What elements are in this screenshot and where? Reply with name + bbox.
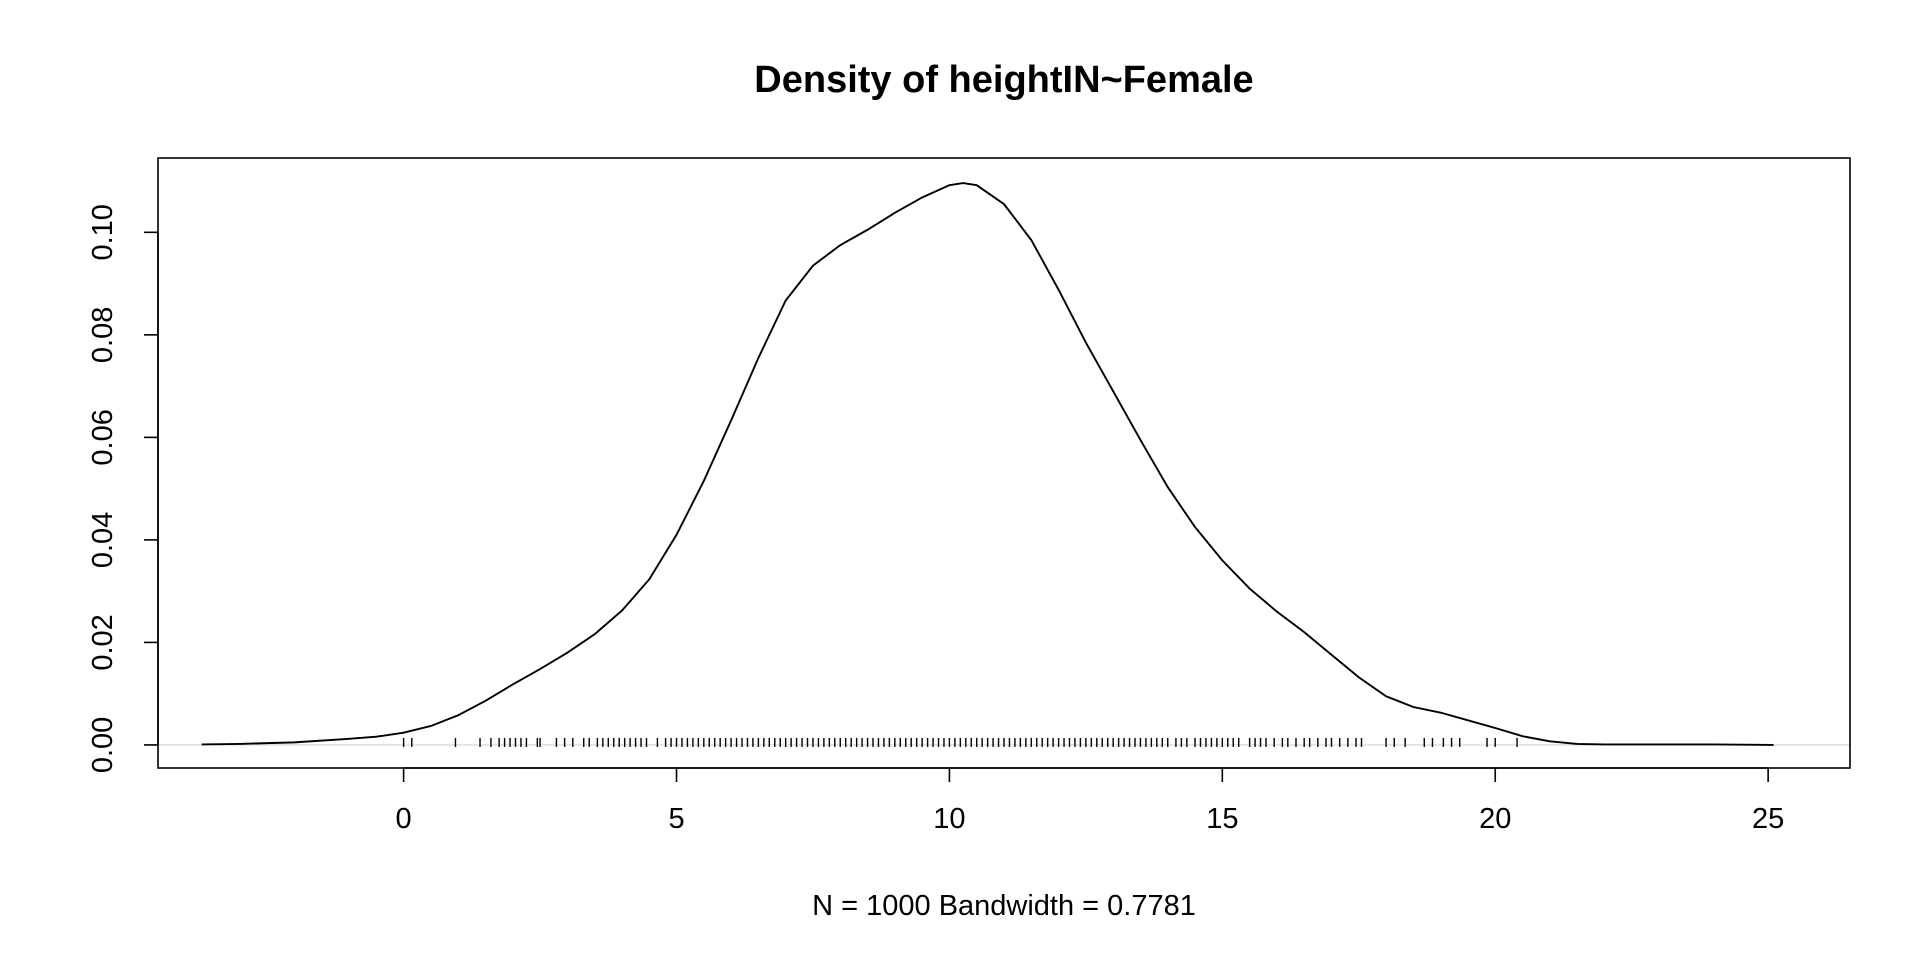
y-tick-label: 0.10: [87, 204, 119, 260]
y-tick-label: 0.08: [87, 307, 119, 363]
x-tick-label: 5: [668, 803, 684, 835]
x-tick-label: 0: [396, 803, 412, 835]
density-curve: [201, 182, 1774, 746]
x-tick-label: 20: [1479, 803, 1511, 835]
plot-frame: [157, 157, 1851, 769]
x-axis-label: N = 1000 Bandwidth = 0.7781: [812, 890, 1196, 922]
y-tick-label: 0.06: [87, 409, 119, 465]
plot-area: 0 5 10 15 20 25 0.00 0.02 0.04 0.06 0.08 0.10: [87, 157, 1851, 835]
y-tick-label: 0.04: [87, 512, 119, 568]
chart-title: Density of heightIN~Female: [754, 59, 1253, 101]
x-tick-label: 25: [1752, 803, 1784, 835]
x-tick-label: 15: [1206, 803, 1238, 835]
x-tick-label: 10: [933, 803, 965, 835]
y-tick-label: 0.00: [87, 717, 119, 773]
y-tick-label: 0.02: [87, 614, 119, 670]
